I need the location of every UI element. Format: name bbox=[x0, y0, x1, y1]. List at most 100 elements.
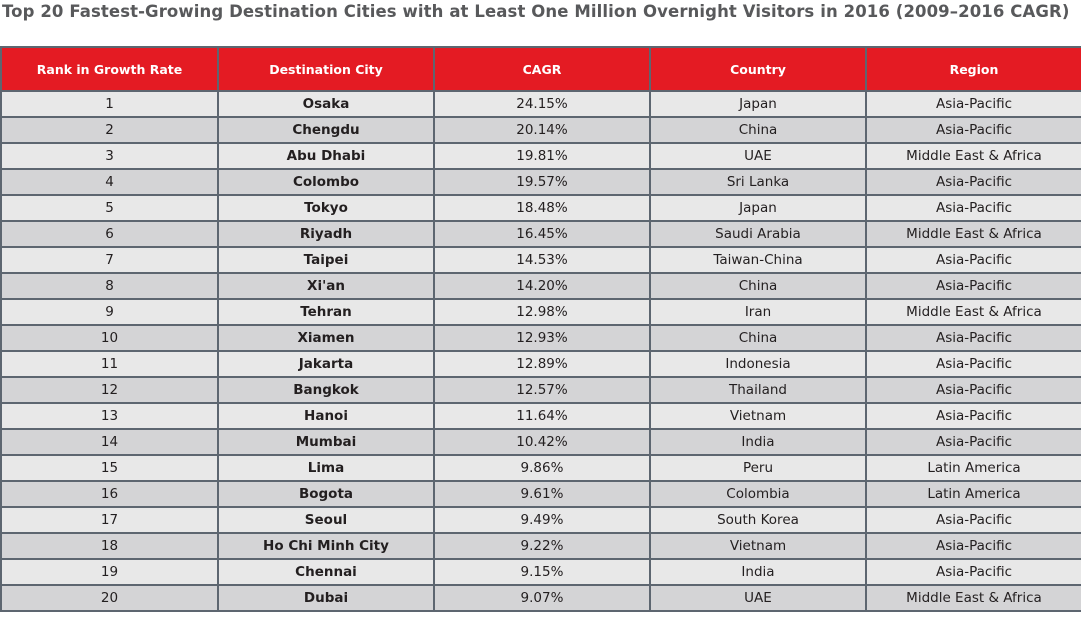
table-row: 4 Colombo 19.57% Sri Lanka Asia-Pacific bbox=[0, 168, 1081, 196]
table-row: 12 Bangkok 12.57% Thailand Asia-Pacific bbox=[0, 376, 1081, 404]
city-cell: Jakarta bbox=[217, 350, 435, 378]
country-cell: Peru bbox=[649, 454, 867, 482]
rank-cell: 15 bbox=[0, 454, 219, 482]
cagr-cell: 9.07% bbox=[433, 584, 651, 612]
cagr-cell: 9.49% bbox=[433, 506, 651, 534]
header-cagr: CAGR bbox=[433, 46, 651, 92]
rank-cell: 9 bbox=[0, 298, 219, 326]
rank-cell: 1 bbox=[0, 90, 219, 118]
country-cell: India bbox=[649, 428, 867, 456]
cagr-cell: 10.42% bbox=[433, 428, 651, 456]
table-row: 19 Chennai 9.15% India Asia-Pacific bbox=[0, 558, 1081, 586]
table-row: 8 Xi'an 14.20% China Asia-Pacific bbox=[0, 272, 1081, 300]
city-cell: Chengdu bbox=[217, 116, 435, 144]
rank-cell: 18 bbox=[0, 532, 219, 560]
table-row: 16 Bogota 9.61% Colombia Latin America bbox=[0, 480, 1081, 508]
table-row: 9 Tehran 12.98% Iran Middle East & Africa bbox=[0, 298, 1081, 326]
region-cell: Asia-Pacific bbox=[865, 324, 1081, 352]
city-cell: Osaka bbox=[217, 90, 435, 118]
city-cell: Tehran bbox=[217, 298, 435, 326]
cagr-cell: 24.15% bbox=[433, 90, 651, 118]
cagr-cell: 11.64% bbox=[433, 402, 651, 430]
table-row: 10 Xiamen 12.93% China Asia-Pacific bbox=[0, 324, 1081, 352]
city-cell: Riyadh bbox=[217, 220, 435, 248]
country-cell: China bbox=[649, 324, 867, 352]
city-cell: Xiamen bbox=[217, 324, 435, 352]
rank-cell: 3 bbox=[0, 142, 219, 170]
region-cell: Middle East & Africa bbox=[865, 142, 1081, 170]
country-cell: UAE bbox=[649, 142, 867, 170]
cagr-cell: 9.22% bbox=[433, 532, 651, 560]
rank-cell: 5 bbox=[0, 194, 219, 222]
cagr-cell: 9.15% bbox=[433, 558, 651, 586]
country-cell: Japan bbox=[649, 194, 867, 222]
city-cell: Taipei bbox=[217, 246, 435, 274]
region-cell: Asia-Pacific bbox=[865, 194, 1081, 222]
header-region: Region bbox=[865, 46, 1081, 92]
table-row: 1 Osaka 24.15% Japan Asia-Pacific bbox=[0, 90, 1081, 118]
region-cell: Asia-Pacific bbox=[865, 376, 1081, 404]
table-body: 1 Osaka 24.15% Japan Asia-Pacific 2 Chengdu 20.… bbox=[0, 90, 1081, 612]
rank-cell: 20 bbox=[0, 584, 219, 612]
region-cell: Middle East & Africa bbox=[865, 298, 1081, 326]
region-cell: Asia-Pacific bbox=[865, 428, 1081, 456]
region-cell: Middle East & Africa bbox=[865, 220, 1081, 248]
country-cell: Japan bbox=[649, 90, 867, 118]
country-cell: Taiwan-China bbox=[649, 246, 867, 274]
city-cell: Abu Dhabi bbox=[217, 142, 435, 170]
table-row: 14 Mumbai 10.42% India Asia-Pacific bbox=[0, 428, 1081, 456]
cagr-cell: 18.48% bbox=[433, 194, 651, 222]
cagr-cell: 19.57% bbox=[433, 168, 651, 196]
table-row: 13 Hanoi 11.64% Vietnam Asia-Pacific bbox=[0, 402, 1081, 430]
cagr-cell: 14.20% bbox=[433, 272, 651, 300]
rank-cell: 17 bbox=[0, 506, 219, 534]
rank-cell: 19 bbox=[0, 558, 219, 586]
cagr-cell: 20.14% bbox=[433, 116, 651, 144]
rank-cell: 14 bbox=[0, 428, 219, 456]
region-cell: Asia-Pacific bbox=[865, 116, 1081, 144]
rank-cell: 12 bbox=[0, 376, 219, 404]
table-row: 18 Ho Chi Minh City 9.22% Vietnam Asia-Pacif… bbox=[0, 532, 1081, 560]
header-city: Destination City bbox=[217, 46, 435, 92]
table-row: 15 Lima 9.86% Peru Latin America bbox=[0, 454, 1081, 482]
region-cell: Latin America bbox=[865, 480, 1081, 508]
table-row: 17 Seoul 9.49% South Korea Asia-Pacific bbox=[0, 506, 1081, 534]
city-cell: Ho Chi Minh City bbox=[217, 532, 435, 560]
country-cell: China bbox=[649, 272, 867, 300]
country-cell: Vietnam bbox=[649, 402, 867, 430]
rank-cell: 10 bbox=[0, 324, 219, 352]
header-country: Country bbox=[649, 46, 867, 92]
table-row: 5 Tokyo 18.48% Japan Asia-Pacific bbox=[0, 194, 1081, 222]
rank-cell: 6 bbox=[0, 220, 219, 248]
country-cell: Saudi Arabia bbox=[649, 220, 867, 248]
region-cell: Asia-Pacific bbox=[865, 506, 1081, 534]
city-cell: Tokyo bbox=[217, 194, 435, 222]
rank-cell: 16 bbox=[0, 480, 219, 508]
table-row: 2 Chengdu 20.14% China Asia-Pacific bbox=[0, 116, 1081, 144]
city-cell: Lima bbox=[217, 454, 435, 482]
country-cell: Thailand bbox=[649, 376, 867, 404]
city-cell: Colombo bbox=[217, 168, 435, 196]
region-cell: Asia-Pacific bbox=[865, 402, 1081, 430]
country-cell: UAE bbox=[649, 584, 867, 612]
rank-cell: 2 bbox=[0, 116, 219, 144]
country-cell: Indonesia bbox=[649, 350, 867, 378]
region-cell: Asia-Pacific bbox=[865, 350, 1081, 378]
rank-cell: 8 bbox=[0, 272, 219, 300]
region-cell: Asia-Pacific bbox=[865, 558, 1081, 586]
cagr-cell: 16.45% bbox=[433, 220, 651, 248]
table-row: 20 Dubai 9.07% UAE Middle East & Africa bbox=[0, 584, 1081, 612]
city-cell: Xi'an bbox=[217, 272, 435, 300]
cagr-cell: 12.93% bbox=[433, 324, 651, 352]
rank-cell: 4 bbox=[0, 168, 219, 196]
region-cell: Middle East & Africa bbox=[865, 584, 1081, 612]
country-cell: Colombia bbox=[649, 480, 867, 508]
city-cell: Bogota bbox=[217, 480, 435, 508]
table-title: Top 20 Fastest-Growing Destination Citie… bbox=[2, 2, 1070, 21]
region-cell: Latin America bbox=[865, 454, 1081, 482]
country-cell: Sri Lanka bbox=[649, 168, 867, 196]
country-cell: Vietnam bbox=[649, 532, 867, 560]
header-rank: Rank in Growth Rate bbox=[0, 46, 219, 92]
table-row: 11 Jakarta 12.89% Indonesia Asia-Pacific bbox=[0, 350, 1081, 378]
rank-cell: 13 bbox=[0, 402, 219, 430]
